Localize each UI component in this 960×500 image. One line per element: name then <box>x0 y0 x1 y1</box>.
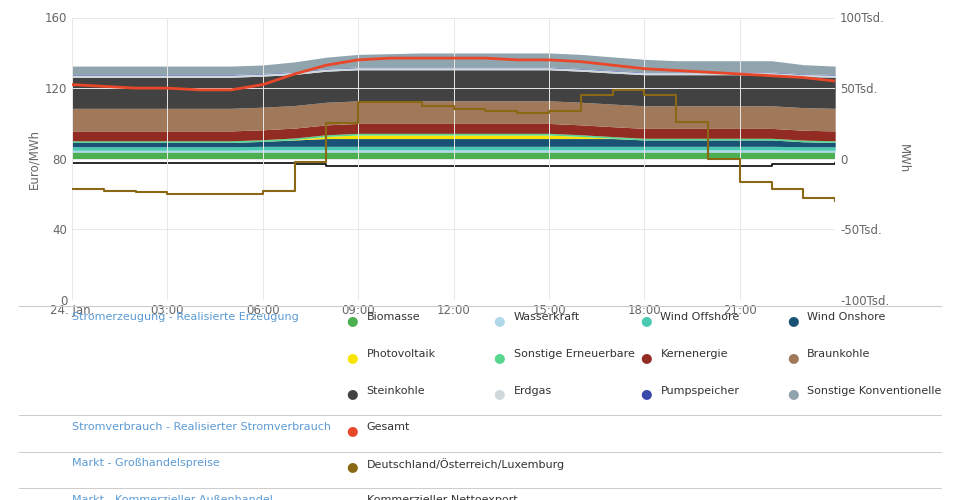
Text: Sonstige Erneuerbare: Sonstige Erneuerbare <box>514 349 635 359</box>
Text: ●: ● <box>787 314 799 328</box>
Text: Kernenergie: Kernenergie <box>660 349 728 359</box>
Text: ●: ● <box>493 314 505 328</box>
Text: Kommerzieller Nettoexport: Kommerzieller Nettoexport <box>367 495 517 500</box>
Text: Markt - Kommerzieller Außenhandel: Markt - Kommerzieller Außenhandel <box>72 495 273 500</box>
Text: Sonstige Konventionelle: Sonstige Konventionelle <box>807 386 942 396</box>
Text: Steinkohle: Steinkohle <box>367 386 425 396</box>
Text: Markt - Großhandelspreise: Markt - Großhandelspreise <box>72 458 220 468</box>
Text: Wind Onshore: Wind Onshore <box>807 312 886 322</box>
Text: Gesamt: Gesamt <box>367 422 410 432</box>
Text: ●: ● <box>347 388 358 400</box>
Text: Braunkohle: Braunkohle <box>807 349 871 359</box>
Text: Biomasse: Biomasse <box>367 312 420 322</box>
Text: Deutschland/Österreich/Luxemburg: Deutschland/Österreich/Luxemburg <box>367 458 564 470</box>
Text: Erdgas: Erdgas <box>514 386 552 396</box>
Text: ●: ● <box>347 497 358 500</box>
Text: ●: ● <box>493 351 505 364</box>
Text: Wind Offshore: Wind Offshore <box>660 312 740 322</box>
Text: Stromverbrauch - Realisierter Stromverbrauch: Stromverbrauch - Realisierter Stromverbr… <box>72 422 331 432</box>
Text: Pumpspeicher: Pumpspeicher <box>660 386 739 396</box>
Text: Wasserkraft: Wasserkraft <box>514 312 580 322</box>
Text: ●: ● <box>787 351 799 364</box>
Text: ●: ● <box>347 424 358 437</box>
Y-axis label: Euro/MWh: Euro/MWh <box>28 128 40 188</box>
Text: ●: ● <box>347 351 358 364</box>
Text: ●: ● <box>640 388 652 400</box>
Text: ●: ● <box>347 314 358 328</box>
Text: ●: ● <box>493 388 505 400</box>
Text: ●: ● <box>640 351 652 364</box>
Text: ●: ● <box>640 314 652 328</box>
Text: ●: ● <box>787 388 799 400</box>
Text: ●: ● <box>347 460 358 473</box>
Text: Stromerzeugung - Realisierte Erzeugung: Stromerzeugung - Realisierte Erzeugung <box>72 312 299 322</box>
Text: Photovoltaik: Photovoltaik <box>367 349 436 359</box>
Y-axis label: MWh: MWh <box>898 144 910 174</box>
